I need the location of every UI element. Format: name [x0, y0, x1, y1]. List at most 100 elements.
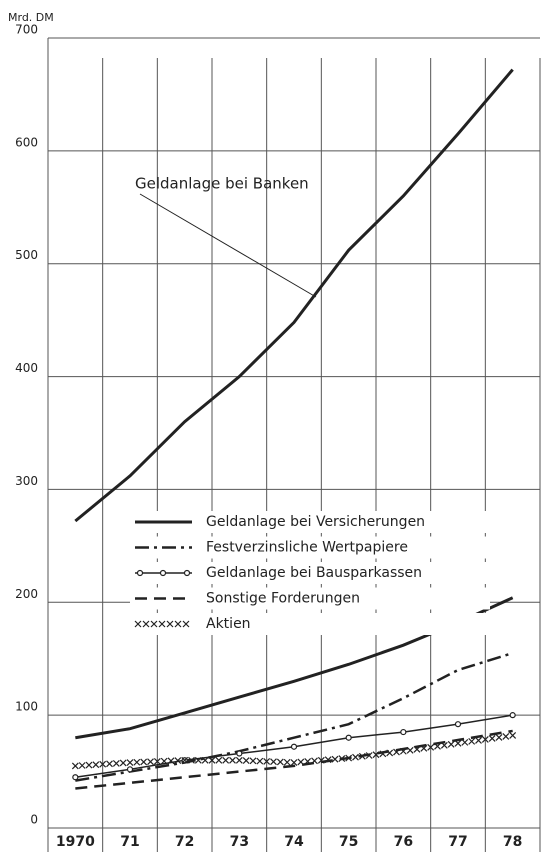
- y-tick-label: 600: [15, 135, 38, 149]
- legend-marker: [166, 620, 174, 628]
- series-pattern: [270, 758, 277, 766]
- series-marker: [345, 754, 353, 762]
- y-tick-label: 0: [30, 813, 38, 827]
- y-tick-label: 700: [15, 23, 38, 37]
- series-pattern: [140, 758, 148, 766]
- series-pattern: [393, 748, 400, 756]
- series-pattern: [311, 757, 318, 765]
- legend-marker: [158, 620, 166, 628]
- series-marker: [126, 766, 134, 773]
- series-marker: [235, 756, 243, 764]
- series-pattern: [440, 741, 448, 749]
- series-marker: [181, 756, 189, 764]
- x-tick-label: 75: [339, 834, 358, 850]
- y-tick-label: 500: [15, 248, 38, 262]
- legend-bg: [130, 511, 490, 533]
- y-tick-label: 300: [15, 474, 38, 488]
- y-tick-label: 100: [15, 700, 38, 714]
- series-marker: [72, 774, 79, 781]
- x-tick-label: 76: [394, 834, 413, 850]
- series-pattern: [379, 750, 387, 758]
- x-tick-label: 78: [503, 834, 522, 850]
- series-pattern: [386, 749, 394, 757]
- legend-marker: [134, 620, 142, 628]
- series-pattern: [283, 758, 291, 766]
- series-pattern: [413, 745, 421, 753]
- series-pattern: [434, 742, 441, 750]
- legend-bg: [130, 587, 490, 610]
- series-marker: [400, 728, 407, 736]
- series-pattern: [331, 755, 339, 763]
- legend-marker: [183, 569, 191, 577]
- series-pattern: [229, 756, 236, 764]
- series-pattern: [222, 756, 230, 764]
- series-pattern: [475, 736, 482, 744]
- series-marker: [454, 739, 462, 747]
- legend-marker: [136, 569, 144, 577]
- series-pattern: [427, 743, 435, 751]
- series-pattern: [174, 757, 182, 764]
- series-pattern: [147, 758, 154, 766]
- series-pattern: [317, 756, 325, 764]
- series-pattern: [276, 758, 284, 766]
- series-pattern: [215, 756, 223, 764]
- series-pattern: [358, 752, 366, 760]
- series-pattern: [263, 757, 271, 765]
- series-pattern: [406, 746, 414, 754]
- series-pattern: [461, 738, 469, 746]
- legend-marker: [159, 569, 167, 577]
- legend-bg: [130, 536, 490, 559]
- series-pattern: [468, 737, 476, 745]
- series-pattern: [160, 757, 168, 765]
- series-pattern: [92, 761, 100, 769]
- legend-marker: [174, 620, 182, 628]
- legend-bg: [130, 562, 490, 584]
- series-pattern: [447, 740, 455, 748]
- series-pattern: [352, 753, 359, 761]
- series-pattern: [502, 733, 510, 740]
- series-pattern: [153, 757, 161, 765]
- series-marker: [509, 712, 516, 719]
- series-pattern: [338, 755, 346, 763]
- legend-marker: [142, 620, 150, 628]
- series-pattern: [372, 751, 380, 759]
- series-marker: [236, 750, 243, 757]
- series-marker: [290, 759, 298, 766]
- x-tick-label: 72: [175, 834, 194, 850]
- x-tick-label: 71: [120, 834, 139, 850]
- series-pattern: [242, 757, 250, 764]
- legend-bg: [130, 613, 490, 635]
- series-pattern: [194, 756, 202, 764]
- series-pattern: [106, 760, 113, 768]
- series-marker: [290, 743, 298, 750]
- series-line: [75, 651, 514, 782]
- legend-label: Festverzinsliche Wertpapiere: [206, 540, 408, 556]
- x-tick-label: 1970: [56, 834, 95, 850]
- y-tick-label: 200: [15, 587, 38, 601]
- x-tick-label: 74: [284, 834, 304, 850]
- series-pattern: [85, 761, 93, 769]
- series-pattern: [420, 744, 428, 752]
- series-pattern: [297, 758, 305, 766]
- series-marker: [71, 762, 79, 770]
- y-axis-label: Mrd. DM: [8, 11, 54, 24]
- legend-marker: [150, 620, 158, 628]
- series-marker: [126, 759, 134, 766]
- series-pattern: [188, 756, 195, 764]
- series-pattern: [249, 757, 257, 765]
- series-marker: [454, 721, 462, 728]
- series-pattern: [167, 757, 175, 765]
- series-pattern: [119, 759, 127, 767]
- series-pattern: [481, 735, 489, 743]
- annotation: Geldanlage bei Banken: [135, 175, 309, 193]
- legend-marker: [182, 620, 190, 628]
- series-pattern: [365, 752, 373, 759]
- y-tick-label: 400: [15, 361, 38, 375]
- legend-label: Geldanlage bei Bausparkassen: [206, 565, 422, 581]
- series-pattern: [201, 756, 209, 764]
- series-pattern: [324, 756, 332, 764]
- x-tick-label: 73: [230, 834, 249, 850]
- legend-label: Geldanlage bei Versicherungen: [206, 514, 425, 530]
- annotation-pointer: [139, 193, 317, 298]
